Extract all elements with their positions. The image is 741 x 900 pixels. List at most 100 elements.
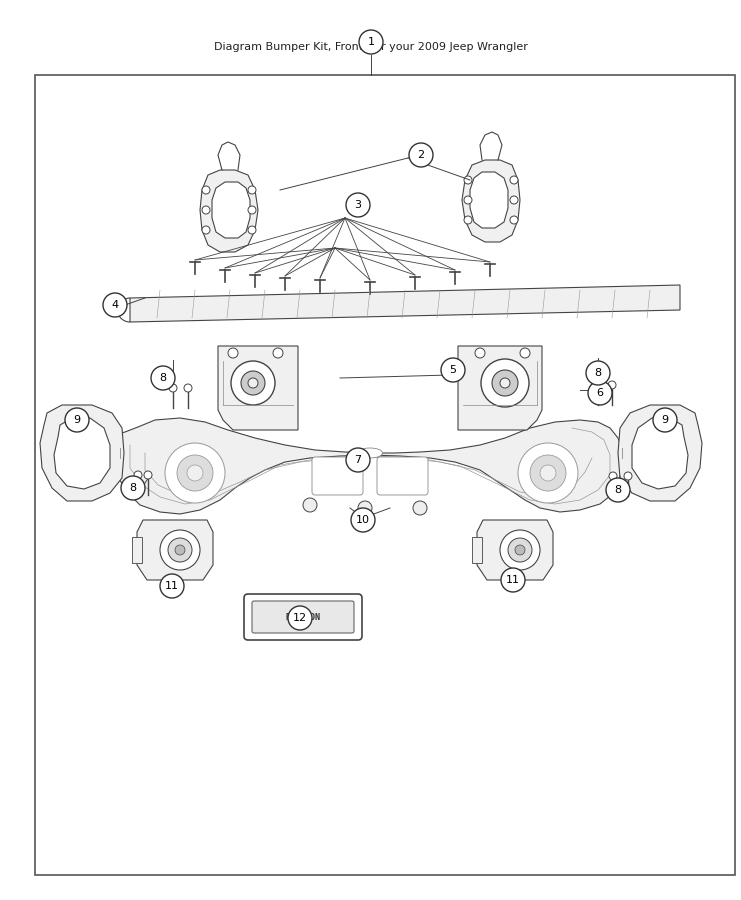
Ellipse shape <box>357 448 382 458</box>
Polygon shape <box>618 405 702 501</box>
Circle shape <box>441 358 465 382</box>
Circle shape <box>586 361 610 385</box>
Circle shape <box>303 498 317 512</box>
Circle shape <box>609 472 617 480</box>
Polygon shape <box>218 346 298 430</box>
Polygon shape <box>462 160 520 242</box>
Circle shape <box>160 530 200 570</box>
Text: 12: 12 <box>293 613 307 623</box>
Circle shape <box>606 478 630 502</box>
Circle shape <box>500 530 540 570</box>
Circle shape <box>273 348 283 358</box>
Circle shape <box>248 226 256 234</box>
Circle shape <box>168 538 192 562</box>
Circle shape <box>510 176 518 184</box>
Circle shape <box>177 455 213 491</box>
Circle shape <box>346 193 370 217</box>
Text: 9: 9 <box>73 415 81 425</box>
Text: 5: 5 <box>450 365 456 375</box>
Circle shape <box>134 471 142 479</box>
Text: Diagram Bumper Kit, Front. for your 2009 Jeep Wrangler: Diagram Bumper Kit, Front. for your 2009… <box>214 42 528 52</box>
Circle shape <box>103 293 127 317</box>
Text: 10: 10 <box>356 515 370 525</box>
Circle shape <box>510 196 518 204</box>
Circle shape <box>160 574 184 598</box>
Circle shape <box>202 206 210 214</box>
Circle shape <box>508 538 532 562</box>
Text: 8: 8 <box>159 373 167 383</box>
Circle shape <box>175 545 185 555</box>
Circle shape <box>520 348 530 358</box>
Circle shape <box>530 455 566 491</box>
Polygon shape <box>137 520 213 580</box>
Text: 7: 7 <box>354 455 362 465</box>
Circle shape <box>475 348 485 358</box>
Text: 11: 11 <box>165 581 179 591</box>
Polygon shape <box>458 346 542 430</box>
Circle shape <box>608 381 616 389</box>
Circle shape <box>492 370 518 396</box>
Polygon shape <box>477 520 553 580</box>
Circle shape <box>501 568 525 592</box>
Text: 8: 8 <box>130 483 136 493</box>
Polygon shape <box>470 172 508 228</box>
Circle shape <box>248 378 258 388</box>
Text: RUBICON: RUBICON <box>285 613 321 622</box>
Circle shape <box>653 408 677 432</box>
Circle shape <box>515 545 525 555</box>
Circle shape <box>413 501 427 515</box>
Text: 2: 2 <box>417 150 425 160</box>
Text: 1: 1 <box>368 37 374 47</box>
Circle shape <box>169 384 177 392</box>
Polygon shape <box>40 405 124 501</box>
Circle shape <box>187 465 203 481</box>
Circle shape <box>165 443 225 503</box>
Polygon shape <box>632 418 688 489</box>
Text: 9: 9 <box>662 415 668 425</box>
FancyBboxPatch shape <box>472 537 482 563</box>
Text: 6: 6 <box>597 388 603 398</box>
Circle shape <box>184 384 192 392</box>
Circle shape <box>241 371 265 395</box>
Polygon shape <box>54 418 110 489</box>
Circle shape <box>202 226 210 234</box>
Circle shape <box>481 359 529 407</box>
Text: 8: 8 <box>614 485 622 495</box>
Circle shape <box>464 216 472 224</box>
Text: 4: 4 <box>111 300 119 310</box>
Circle shape <box>510 216 518 224</box>
Polygon shape <box>115 418 625 514</box>
Circle shape <box>248 206 256 214</box>
Circle shape <box>121 476 145 500</box>
Circle shape <box>358 501 372 515</box>
Text: 3: 3 <box>354 200 362 210</box>
Circle shape <box>231 361 275 405</box>
Circle shape <box>65 408 89 432</box>
Circle shape <box>144 471 152 479</box>
Circle shape <box>500 378 510 388</box>
Circle shape <box>409 143 433 167</box>
Circle shape <box>588 381 612 405</box>
Circle shape <box>288 606 312 630</box>
Circle shape <box>464 196 472 204</box>
FancyBboxPatch shape <box>244 594 362 640</box>
Text: 8: 8 <box>594 368 602 378</box>
FancyBboxPatch shape <box>132 537 142 563</box>
FancyBboxPatch shape <box>312 457 363 495</box>
FancyBboxPatch shape <box>252 601 354 633</box>
Circle shape <box>351 508 375 532</box>
Polygon shape <box>200 170 258 252</box>
Circle shape <box>464 176 472 184</box>
Polygon shape <box>130 285 680 322</box>
Bar <box>35 75 735 875</box>
Polygon shape <box>212 182 250 238</box>
FancyBboxPatch shape <box>377 457 428 495</box>
Circle shape <box>540 465 556 481</box>
Circle shape <box>151 366 175 390</box>
Circle shape <box>248 186 256 194</box>
Circle shape <box>359 30 383 54</box>
Circle shape <box>594 381 602 389</box>
Circle shape <box>228 348 238 358</box>
Circle shape <box>346 448 370 472</box>
Circle shape <box>624 472 632 480</box>
